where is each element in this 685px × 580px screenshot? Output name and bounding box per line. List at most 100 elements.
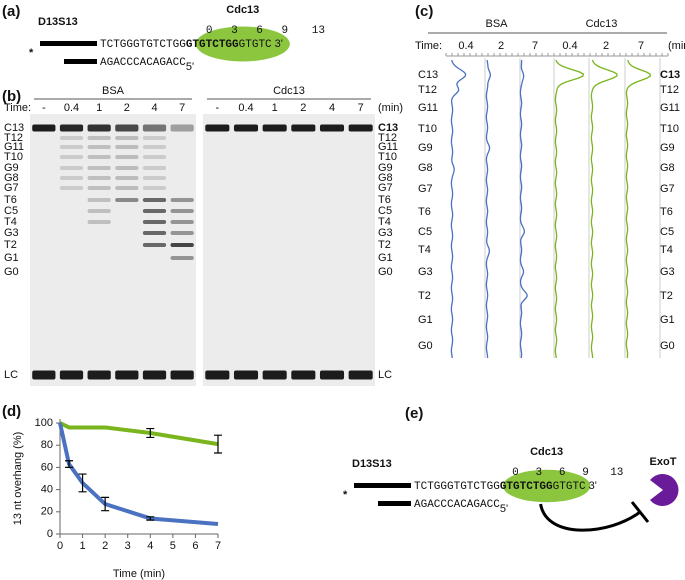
time-value: 2 [124,102,130,114]
gel-band [87,220,111,224]
gel-band [59,155,84,159]
construct-name: D13S13 [38,16,78,28]
band-label: T2 [4,239,17,251]
position-label: G0 [418,340,433,352]
gel-band [233,370,259,380]
y-tick-label: 0 [47,528,53,540]
group-label: Cdc13 [586,18,618,30]
gel-band [142,186,167,190]
band-label: T6 [4,194,17,206]
lc-label: LC [4,369,18,381]
three-prime: 3' [589,480,597,492]
density-trace [590,59,618,359]
gel-band [170,209,194,213]
gel-band [115,198,139,202]
time-value: 7 [179,102,185,114]
gel-band [262,370,287,380]
position-label: C13 [418,69,438,81]
lc-label: LC [378,369,392,381]
position-number: 13 [312,25,325,37]
construct-name: D13S13 [352,458,392,470]
gel-band [87,209,111,213]
top-strand: TCTGGGTGTCTGGGTGTCTGGGTGTC 3' [100,38,283,51]
panel-label: (e) [405,405,423,422]
enzyme-label: ExoT [650,456,677,468]
gel-band [115,124,139,132]
gel-band [87,176,111,180]
gel-band [142,209,167,213]
time-value: - [42,102,46,114]
gel-band [115,155,139,159]
time-value: 2 [498,40,504,52]
bottom-strand: AGACCCACAGACC5' [414,499,508,515]
strand-bar [64,59,97,64]
gel-band [170,231,194,235]
strand-seq: GTGTC [553,481,586,493]
gel-band [348,370,373,380]
gel-band [59,136,84,140]
gel-band [348,124,373,132]
gel-band [205,124,230,132]
band-label: G9 [378,162,393,174]
time-value: 0.4 [64,102,79,114]
time-value: 2 [603,40,609,52]
strand-bar [378,501,411,506]
gel-band [142,136,167,140]
panel-label: (c) [415,3,433,20]
gel-band [87,145,111,149]
density-trace [519,60,528,359]
band-label: G9 [4,162,19,174]
position-number: 9 [582,467,589,479]
gel-band [142,231,167,235]
gel-band [142,198,167,202]
position-number: 3 [231,25,238,37]
strand-seq: AGACCCACAGACC [100,57,186,69]
density-trace [450,59,467,359]
protein-label: Cdc13 [226,4,259,16]
position-number: 6 [256,25,263,37]
band-label: C5 [378,205,392,217]
five-prime: 5' [186,61,194,73]
time-value: 2 [300,102,306,114]
unit-label: (min) [378,102,403,114]
gel-band [142,220,167,224]
y-axis-label: 13 nt overhang (%) [12,432,24,526]
gel-band [59,176,84,180]
time-label: Time: [415,40,442,52]
band-label: G0 [4,266,19,278]
gel-band [115,145,139,149]
error-bar [101,496,110,512]
error-bar-line [146,516,155,521]
unit-label: (min) [668,40,685,52]
band-label: G1 [4,252,19,264]
time-value: - [215,102,219,114]
time-value: 7 [358,102,364,114]
error-bar [146,427,155,439]
density-trace [485,59,491,359]
y-tick-label: 20 [41,506,53,518]
error-bar [78,473,87,493]
position-label: T6 [660,206,673,218]
gel-band [115,176,139,180]
group-label: Cdc13 [273,85,305,97]
time-value: 0.4 [458,40,473,52]
position-label: T2 [418,290,431,302]
y-tick-label: 40 [41,484,53,496]
position-label: T12 [660,84,679,96]
error-bar [214,434,222,454]
position-label: G9 [418,142,433,154]
gel-band [59,166,84,170]
gel-band [87,198,111,202]
position-label: G11 [418,102,438,114]
band-label: G8 [378,172,393,184]
band-label: C13 [378,122,398,134]
gel-band [87,155,111,159]
x-tick-label: 7 [215,540,221,552]
gel-band [142,155,167,159]
band-label: G0 [378,266,393,278]
band-label: T4 [4,216,17,228]
asterisk: * [343,489,348,501]
gel-image [30,114,196,386]
protein-blob [195,26,290,62]
position-label: T4 [660,244,673,256]
